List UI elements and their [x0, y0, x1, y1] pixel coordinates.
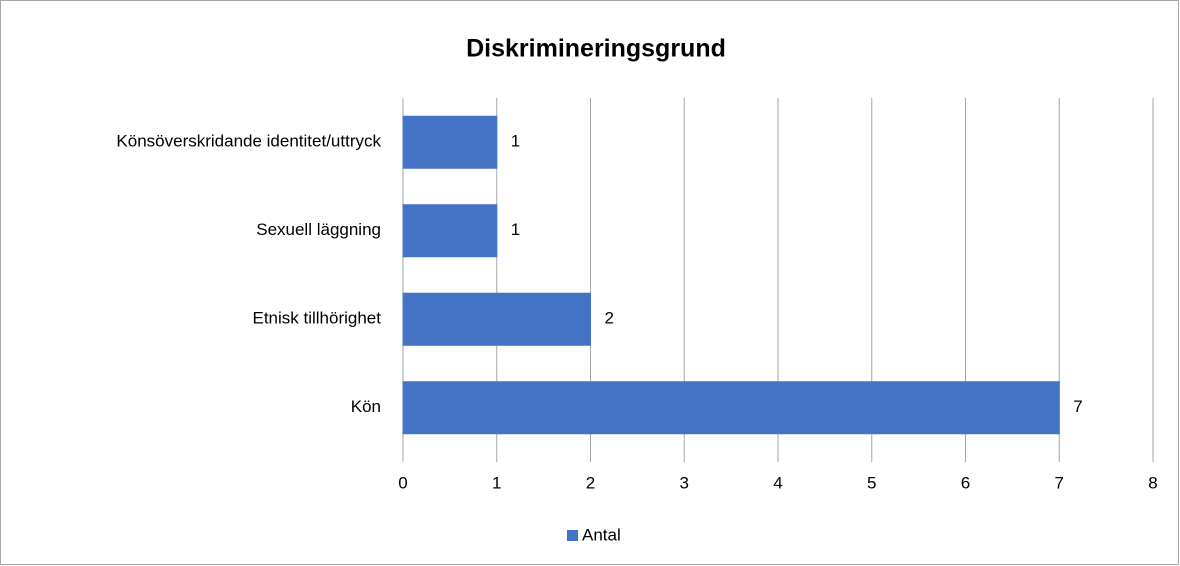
bar: [402, 115, 498, 169]
x-tick-label: 4: [773, 473, 782, 492]
x-tick-label: 0: [398, 473, 407, 492]
x-tick-label: 5: [867, 473, 876, 492]
bar: [402, 204, 498, 258]
data-label: 1: [511, 220, 520, 239]
bar: [402, 381, 1060, 435]
x-tick-label: 2: [586, 473, 595, 492]
legend-label: Antal: [582, 525, 621, 544]
chart-title: Diskrimineringsgrund: [466, 35, 726, 63]
y-tick-label: Könsöverskridande identitet/uttryck: [116, 132, 381, 151]
x-tick-label: 3: [680, 473, 689, 492]
y-tick-label: Sexuell läggning: [256, 220, 381, 239]
bar: [402, 292, 591, 346]
x-tick-label: 6: [961, 473, 970, 492]
x-tick-label: 8: [1148, 473, 1157, 492]
legend-swatch: [567, 530, 578, 541]
data-label: 2: [605, 309, 614, 328]
y-tick-label: Etnisk tillhörighet: [252, 309, 381, 328]
data-label: 1: [511, 132, 520, 151]
data-label: 7: [1073, 397, 1082, 416]
x-tick-label: 1: [492, 473, 501, 492]
y-tick-label: Kön: [351, 397, 381, 416]
x-tick-label: 7: [1055, 473, 1064, 492]
